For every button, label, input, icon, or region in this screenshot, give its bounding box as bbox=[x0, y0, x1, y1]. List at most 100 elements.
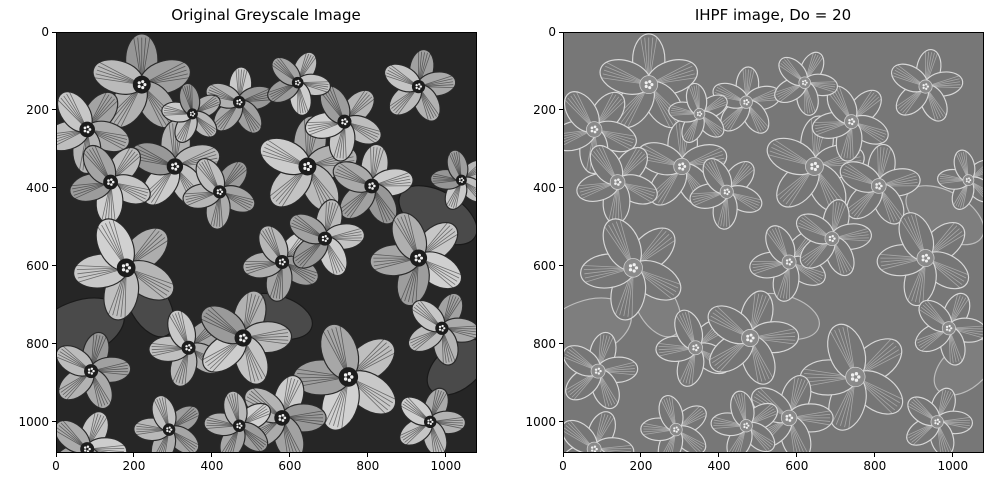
stamen bbox=[441, 324, 444, 328]
y-tick-mark bbox=[52, 109, 56, 111]
stamen bbox=[950, 327, 953, 330]
flower-center bbox=[930, 415, 944, 429]
stamen bbox=[790, 416, 794, 420]
flower-blossom bbox=[689, 158, 763, 230]
flower-blossom bbox=[774, 51, 839, 116]
y-tick-label: 400 bbox=[533, 180, 556, 195]
stamen bbox=[238, 98, 241, 102]
flower-blossom bbox=[640, 395, 707, 453]
stamen bbox=[673, 429, 676, 432]
flower-center bbox=[181, 340, 196, 355]
stamen bbox=[278, 262, 282, 265]
flower-center bbox=[805, 157, 824, 176]
flower-center bbox=[435, 321, 449, 335]
stamen bbox=[813, 167, 817, 172]
stamen bbox=[90, 372, 94, 375]
stamen bbox=[281, 413, 285, 417]
flower-blossom bbox=[799, 323, 904, 431]
stamen bbox=[281, 263, 285, 266]
stamen bbox=[170, 428, 173, 431]
stamen bbox=[678, 163, 682, 167]
stamen bbox=[747, 101, 750, 104]
stamen bbox=[281, 419, 285, 422]
stamen bbox=[593, 125, 597, 129]
flower-blossom bbox=[69, 144, 151, 225]
stamen bbox=[281, 258, 285, 261]
flower-center bbox=[186, 108, 198, 120]
stamen bbox=[850, 122, 854, 126]
stamen bbox=[417, 253, 421, 257]
stamen bbox=[945, 325, 949, 329]
stamen bbox=[174, 167, 178, 171]
flower-center bbox=[739, 419, 753, 433]
stamen bbox=[239, 334, 243, 338]
stamen bbox=[86, 125, 90, 129]
flower-blossom bbox=[906, 387, 974, 453]
stamen bbox=[723, 189, 727, 192]
x-tick-mark bbox=[133, 453, 135, 457]
stamen bbox=[875, 186, 878, 189]
stamen bbox=[617, 183, 620, 186]
y-tick-label: 800 bbox=[533, 336, 556, 351]
stamen bbox=[371, 187, 374, 190]
flower-center bbox=[364, 178, 380, 194]
stamen bbox=[278, 418, 282, 421]
stamen bbox=[86, 130, 90, 134]
x-tick-mark bbox=[718, 453, 720, 457]
flower-blossom bbox=[332, 143, 414, 225]
stamen bbox=[681, 167, 685, 171]
flower-center bbox=[639, 75, 659, 94]
stamen bbox=[815, 164, 820, 169]
flower-center bbox=[623, 258, 643, 278]
stamen bbox=[107, 182, 110, 185]
stamen bbox=[593, 445, 597, 448]
stamen bbox=[458, 180, 461, 183]
stamen bbox=[420, 256, 424, 260]
stamen bbox=[283, 416, 287, 420]
stamen bbox=[785, 259, 789, 262]
stamen bbox=[810, 163, 814, 167]
flower-center bbox=[916, 249, 935, 268]
flower-blossom bbox=[407, 292, 477, 366]
flower-blossom bbox=[766, 115, 865, 213]
y-tick-mark bbox=[559, 109, 563, 111]
flower-center bbox=[274, 410, 290, 426]
stamen bbox=[238, 103, 241, 106]
y-tick-label: 1000 bbox=[525, 414, 556, 429]
stamen bbox=[240, 101, 243, 104]
stamen bbox=[751, 336, 755, 340]
stamen bbox=[92, 369, 95, 373]
stamen bbox=[696, 346, 700, 349]
y-tick-label: 200 bbox=[533, 102, 556, 117]
stamen bbox=[594, 371, 598, 374]
stamen bbox=[788, 263, 792, 266]
stamen bbox=[743, 99, 746, 102]
x-tick-label: 1000 bbox=[430, 459, 462, 473]
stamen bbox=[278, 259, 282, 262]
panel-title: IHPF image, Do = 20 bbox=[694, 6, 852, 24]
x-tick-mark bbox=[211, 453, 213, 457]
stamen bbox=[828, 235, 832, 239]
stamen bbox=[745, 426, 748, 429]
flower-center bbox=[918, 79, 933, 94]
stamen bbox=[726, 192, 729, 196]
x-tick-mark bbox=[874, 453, 876, 457]
stamen bbox=[171, 163, 175, 167]
stamen bbox=[804, 83, 807, 86]
stamen bbox=[107, 179, 110, 182]
flower-blossom bbox=[668, 82, 728, 143]
flower-center bbox=[337, 114, 352, 129]
stamen bbox=[828, 238, 832, 242]
stamen bbox=[368, 186, 371, 189]
stamen bbox=[415, 86, 418, 90]
x-tick-label: 600 bbox=[278, 459, 302, 473]
flower-center bbox=[232, 419, 246, 432]
flower-center bbox=[298, 157, 317, 176]
stamen bbox=[614, 179, 617, 182]
stamen bbox=[188, 348, 191, 352]
stamen bbox=[458, 178, 461, 180]
stamen bbox=[790, 260, 793, 264]
stamen bbox=[125, 263, 129, 267]
stamen bbox=[810, 166, 814, 170]
stamen bbox=[749, 333, 753, 337]
